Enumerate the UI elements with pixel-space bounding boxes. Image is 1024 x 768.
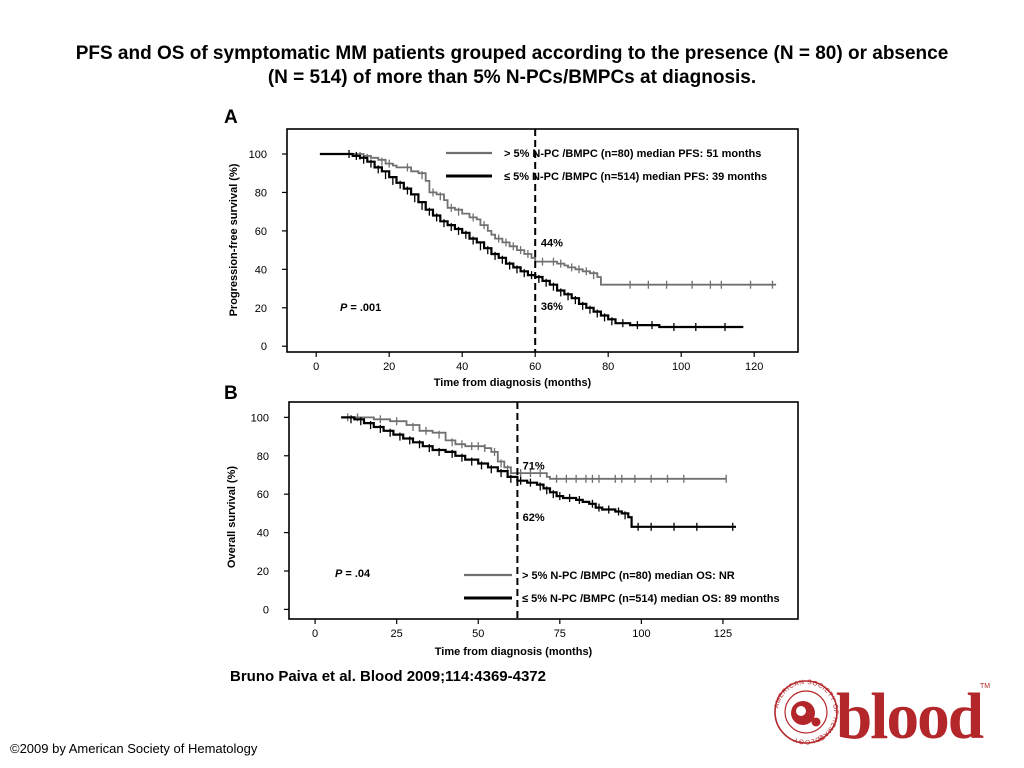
panel-a-x-tick-label: 20	[383, 361, 395, 373]
logo-trademark: TM	[980, 683, 990, 690]
blood-cell-highlight	[796, 706, 806, 716]
panel-a-y-tick-label: 80	[255, 187, 267, 199]
slide-title: PFS and OS of symptomatic MM patients gr…	[0, 42, 1024, 90]
panel-a-y-tick-label: 40	[255, 264, 267, 276]
panel-a-series-1-curve	[319, 153, 777, 286]
panel-a-legend-label-1: > 5% N-PC /BMPC (n=80) median PFS: 51 mo…	[504, 148, 761, 160]
panel-a-x-tick-label: 40	[456, 361, 468, 373]
panel-a-p-value: P = .001	[340, 302, 381, 314]
blood-logo-graphic: AMERICAN SOCIETY OF HEMATOLOGY ® blood T…	[773, 679, 990, 753]
panel-b-y-tick-label: 60	[257, 489, 269, 501]
panel-b-x-tick-label: 100	[632, 628, 650, 640]
panel-a-y-axis-label: Progression-free survival (%)	[228, 163, 240, 316]
slide-title-line-1: PFS and OS of symptomatic MM patients gr…	[75, 43, 949, 64]
panel-a-percent-annotation: 36%	[541, 301, 563, 313]
panel-b-x-tick-label: 50	[472, 628, 484, 640]
panel-b-legend-label-1: > 5% N-PC /BMPC (n=80) median OS: NR	[522, 570, 735, 582]
panel-b-series-1-curve	[341, 416, 727, 480]
blood-journal-logo: AMERICAN SOCIETY OF HEMATOLOGY ® blood T…	[770, 676, 996, 753]
panel-b-label: B	[224, 383, 238, 404]
panel-b-y-tick-label: 40	[257, 528, 269, 540]
panel-b-plot-frame	[288, 401, 799, 620]
logo-wordmark: blood	[836, 680, 983, 748]
panel-b-y-tick-label: 80	[257, 451, 269, 463]
panel-b-y-tick-label: 0	[263, 604, 269, 616]
panel-a-x-tick-label: 80	[602, 361, 614, 373]
logo-inner-ring	[784, 690, 828, 734]
panel-b-y-tick-label: 100	[251, 412, 269, 424]
panel-a-y-tick-label: 20	[255, 303, 267, 315]
panel-b-x-tick-label: 125	[714, 628, 732, 640]
blood-cell-small	[811, 717, 821, 727]
panel-a-series-2-curve	[319, 152, 744, 329]
panel-a-y-tick-label: 0	[261, 341, 267, 353]
panel-a-plot-frame	[286, 128, 799, 353]
panel-b-y-tick-label: 20	[257, 566, 269, 578]
logo-outer-ring	[774, 680, 838, 744]
panel-b-series-2-curve	[341, 416, 736, 528]
citation: Bruno Paiva et al. Blood 2009;114:4369-4…	[230, 668, 546, 685]
panel-a-label: A	[224, 107, 238, 128]
panel-b-x-tick-label: 0	[312, 628, 318, 640]
panel-a-y-tick-label: 100	[249, 149, 267, 161]
panel-a-percent-annotation: 44%	[541, 237, 563, 249]
panel-a-x-tick-label: 0	[313, 361, 319, 373]
panel-a-x-tick-label: 60	[529, 361, 541, 373]
panel-b-x-axis-label: Time from diagnosis (months)	[435, 646, 593, 658]
panel-a-x-axis-label: Time from diagnosis (months)	[434, 377, 592, 389]
panel-a-x-tick-label: 120	[745, 361, 763, 373]
panel-b-percent-annotation: 62%	[523, 512, 545, 524]
panel-b-x-tick-label: 75	[554, 628, 566, 640]
panel-a-y-tick-label: 60	[255, 226, 267, 238]
panel-a-legend-label-2: ≤ 5% N-PC /BMPC (n=514) median PFS: 39 m…	[504, 171, 767, 183]
panel-b-x-tick-label: 25	[391, 628, 403, 640]
copyright-notice: ©2009 by American Society of Hematology	[10, 741, 258, 756]
slide-title-line-2: (N = 514) of more than 5% N-PCs/BMPCs at…	[267, 67, 757, 88]
panel-b-percent-annotation: 71%	[523, 460, 545, 472]
panel-b-y-axis-label: Overall survival (%)	[226, 466, 238, 568]
panel-a-x-tick-label: 100	[672, 361, 690, 373]
panel-b-legend-label-2: ≤ 5% N-PC /BMPC (n=514) median OS: 89 mo…	[522, 593, 780, 605]
logo-registered-mark: ®	[818, 734, 824, 743]
panel-b-p-value: P = .04	[335, 568, 371, 580]
